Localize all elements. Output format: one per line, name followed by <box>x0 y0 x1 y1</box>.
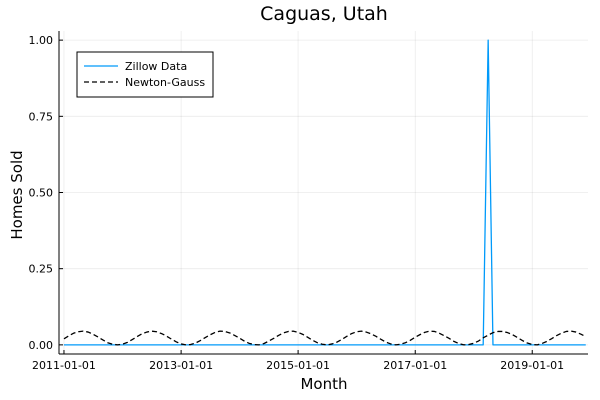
legend-label-zillow-data: Zillow Data <box>125 60 187 73</box>
legend: Zillow Data Newton-Gauss <box>76 51 214 98</box>
x-tick-label: 2013-01-01 <box>149 359 213 372</box>
y-tick-label: 0.25 <box>29 263 54 276</box>
x-tick-label: 2015-01-01 <box>266 359 330 372</box>
tick-labels: 2011-01-01 2013-01-01 2015-01-01 2017-01-01… <box>29 34 565 372</box>
axes <box>58 31 588 355</box>
x-tick-label: 2011-01-01 <box>32 359 96 372</box>
y-tick-label: 0.00 <box>29 339 54 352</box>
x-tick-label: 2017-01-01 <box>383 359 447 372</box>
legend-box <box>76 51 214 98</box>
series-line-newton-gauss <box>63 330 587 346</box>
series-layer <box>63 39 587 346</box>
y-axis-title: Homes Sold <box>8 150 26 239</box>
y-tick-label: 0.75 <box>29 110 54 123</box>
chart-title: Caguas, Utah <box>260 3 388 25</box>
y-tick-label: 1.00 <box>29 34 54 47</box>
series-line-zillow-data <box>63 39 586 346</box>
legend-label-newton-gauss: Newton-Gauss <box>125 76 205 89</box>
y-tick-label: 0.50 <box>29 187 54 200</box>
x-tick-label: 2019-01-01 <box>500 359 564 372</box>
x-axis-title: Month <box>300 375 347 393</box>
